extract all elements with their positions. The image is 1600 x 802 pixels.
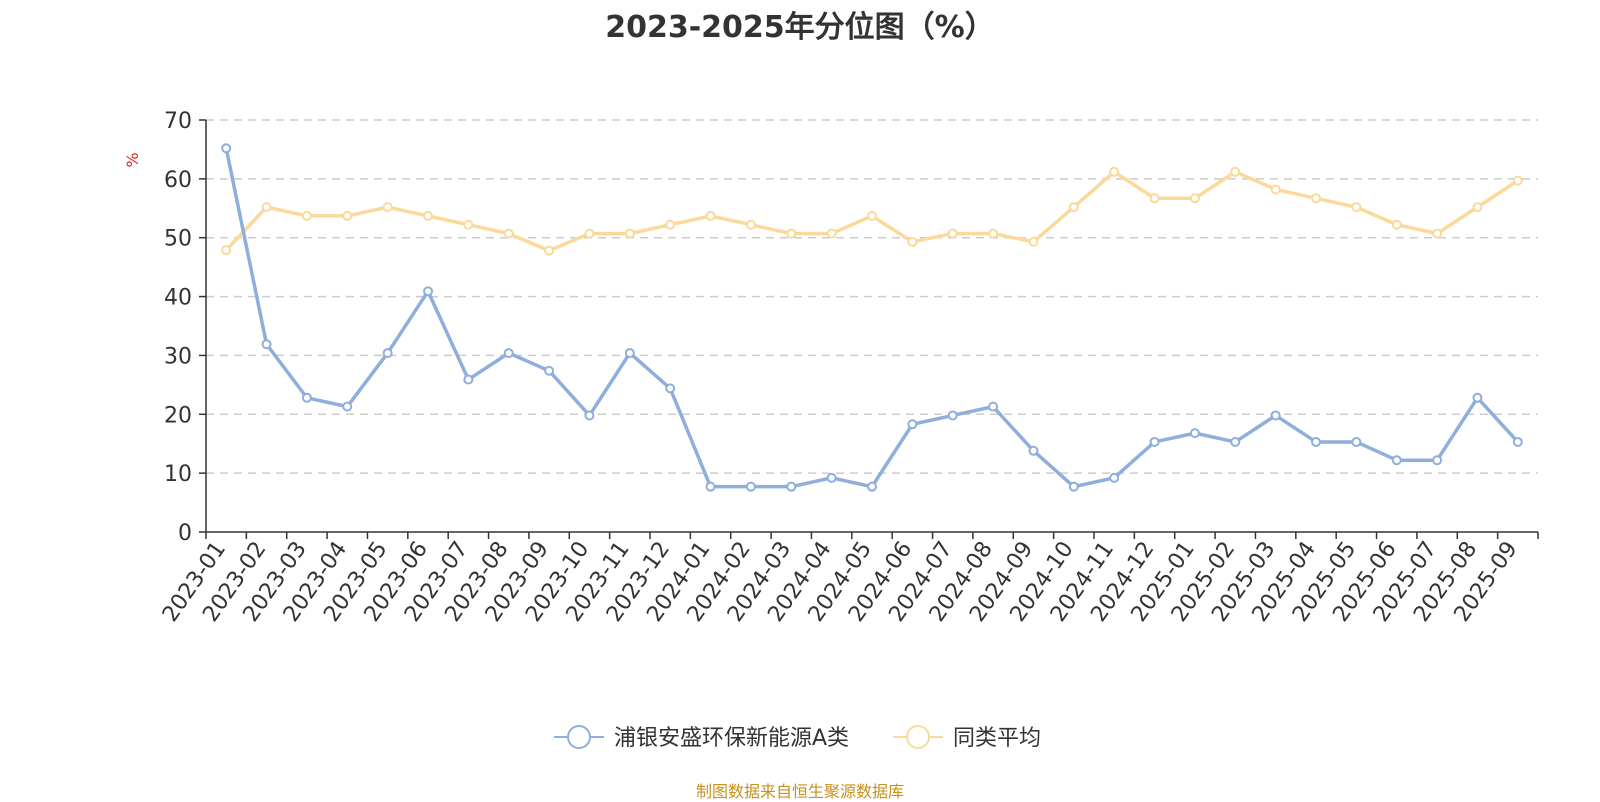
series-2-point [584,228,595,239]
y-tick-label: 50 [164,227,192,252]
series-1-point [342,401,353,412]
series-lines [221,143,1523,492]
y-tick-label: 60 [164,168,192,193]
series-2-point [786,228,797,239]
axes: 0102030405060702023-012023-022023-032023… [158,109,1539,627]
series-1-point [947,410,958,421]
series-2-point [988,228,999,239]
series-2-point [1149,193,1160,204]
series-1-point [1472,392,1483,403]
grid-lines [206,119,1538,474]
series-1-point [301,392,312,403]
series-1-point [907,419,918,430]
series-2-point [624,228,635,239]
series-2-point [1028,236,1039,247]
series-2-point [1311,193,1321,204]
series-2-point [665,219,676,230]
series-2-point [544,245,555,256]
series-2-point [463,219,474,230]
series-2-point [1068,202,1079,213]
series-2-point [301,210,312,221]
series-1-point [584,410,595,421]
series-1-point [1028,445,1039,456]
series-2-point [1472,202,1483,213]
series-1-point [261,339,272,350]
series-1-point [988,401,999,412]
series-1-point [624,348,635,359]
y-tick-label: 70 [164,109,192,134]
series-2-point [221,245,232,256]
series-1-point [463,374,474,385]
series-1-point [705,481,716,492]
y-tick-label: 0 [178,521,192,546]
series-2-point [1189,193,1200,204]
series-1-point [786,481,797,492]
series-2-point [1230,166,1241,177]
y-tick-label: 30 [164,344,192,369]
series-2-point [867,210,877,221]
series-2-point [1109,166,1120,177]
chart-title: 2023-2025年分位图（%） [605,10,995,45]
series-1-point [665,383,676,394]
series-1-point [1351,436,1362,447]
series-2-point [342,210,353,221]
series-1-point [1068,481,1079,492]
series-1-point [1391,455,1402,466]
series-1-point [544,365,555,376]
y-tick-label: 20 [164,403,192,428]
legend-label-1: 浦银安盛环保新能源A类 [614,726,849,751]
y-tick-label: 40 [164,286,192,311]
series-1-point [745,481,756,492]
series-1-point [1311,436,1321,447]
series-1-point [221,143,232,154]
series-2-point [705,210,716,221]
y-tick-label: 10 [164,462,192,487]
series-2-point [1512,175,1523,186]
series-1-point [1432,455,1443,466]
series-2-point [947,228,958,239]
series-1-point [826,472,837,483]
series-2-point [1391,219,1402,230]
series-1-point [382,348,393,359]
series-1-point [1230,436,1241,447]
series-2-point [503,228,514,239]
series-1-point [867,481,877,492]
series-1-point [423,286,433,297]
series-2-point [907,236,918,247]
series-2-point [423,210,433,221]
legend-marker-2 [906,725,930,749]
series-1-point [1149,436,1160,447]
legend-label-2: 同类平均 [953,726,1041,751]
series-2-point [382,202,393,213]
legend: 浦银安盛环保新能源A类 同类平均 [554,725,1041,751]
series-1-point [503,348,514,359]
series-2-point [745,219,756,230]
series-2-point [1351,202,1362,213]
series-1-point [1109,472,1120,483]
series-1-point [1512,436,1523,447]
series-1-point [1189,428,1200,439]
series-2-point [1270,184,1281,195]
series-2-point [826,228,837,239]
legend-marker-1 [567,725,591,749]
series-2-point [1432,228,1443,239]
series-1-point [1270,410,1281,421]
series-2-point [261,202,272,213]
source-note: 制图数据来自恒生聚源数据库 [695,782,904,801]
y-axis-unit: % [123,152,142,167]
